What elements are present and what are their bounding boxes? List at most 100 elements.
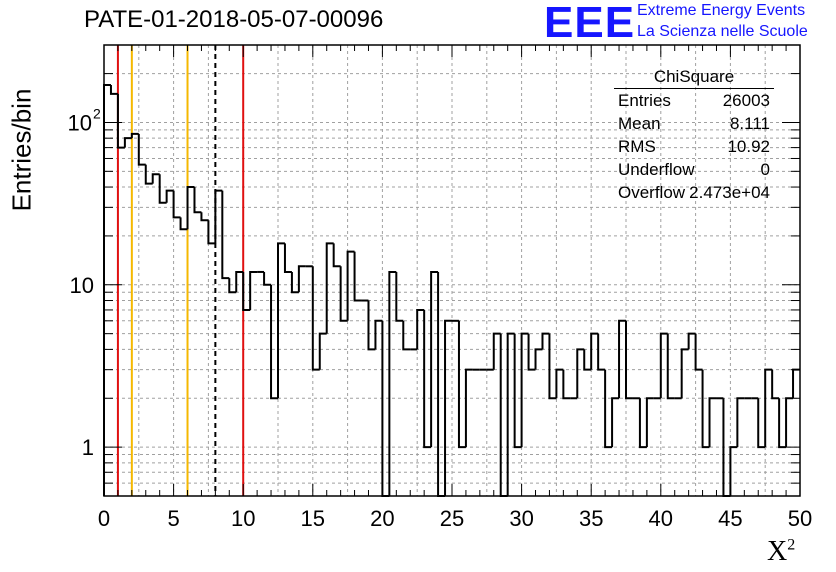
histogram-bin [367, 300, 376, 351]
y-tick-label: 1 [82, 435, 94, 460]
histogram-bin [116, 93, 125, 149]
histogram-bin [318, 332, 327, 370]
histogram-bin [576, 348, 585, 399]
histogram-bin [221, 190, 230, 280]
x-axis-label: X2 [767, 536, 796, 567]
x-tick-label: 45 [718, 506, 742, 531]
histogram-bin [193, 187, 202, 214]
histogram-bin [771, 369, 780, 400]
histogram-bin [207, 220, 216, 245]
histogram-bin [792, 368, 800, 399]
x-tick-label: 20 [370, 506, 394, 531]
histogram-bin [764, 368, 773, 448]
histogram-bin [597, 333, 606, 371]
histogram-bin [625, 320, 633, 400]
histogram-bin [778, 398, 787, 449]
histogram-bin [416, 308, 425, 350]
histogram-bin [785, 397, 794, 448]
histogram-bin [638, 398, 647, 449]
histogram-bin [130, 132, 139, 139]
histogram-bin [666, 333, 675, 400]
histogram-bin [325, 242, 334, 334]
histogram-bin [757, 398, 766, 449]
histogram-bin [332, 243, 341, 268]
histogram-bin [527, 333, 536, 371]
histogram-title: PATE-01-2018-05-07-00096 [84, 6, 384, 33]
histogram-bin [137, 133, 146, 166]
x-tick-label: 0 [98, 506, 110, 531]
histogram-bin [123, 137, 132, 148]
x-tick-label: 50 [788, 506, 812, 531]
histogram-bin [270, 284, 278, 400]
x-tick-label: 25 [440, 506, 464, 531]
histogram-bin [200, 212, 209, 222]
histogram-bin [249, 270, 258, 310]
histogram-bin [464, 368, 473, 448]
histogram-bin [214, 189, 223, 244]
stats-row: RMS 10.92 [618, 137, 770, 156]
histogram-bin [165, 189, 174, 203]
eee-logo: EEE [544, 0, 636, 47]
histogram-bin [430, 270, 439, 448]
stats-title: ChiSquare [614, 67, 774, 89]
x-tick-label: 35 [579, 506, 603, 531]
histogram-bin [172, 190, 181, 219]
stats-row: Overflow 2.473e+04 [618, 183, 770, 202]
histogram-bin [283, 243, 292, 273]
histogram-bin [346, 250, 355, 321]
histogram-bin [263, 271, 272, 286]
histogram-bin [541, 332, 550, 350]
histogram-bin [729, 446, 738, 496]
histogram-bin [353, 251, 362, 302]
histogram-bin [694, 333, 703, 371]
histogram-bin [158, 174, 167, 204]
histogram-bin [687, 332, 696, 350]
y-tick-label-exponent: 2 [93, 105, 101, 121]
logo-line-1: Extreme Energy Events [637, 2, 806, 19]
histogram-bin [144, 164, 153, 185]
histogram-bin [235, 270, 244, 293]
y-axis-label: Entries/bin [6, 88, 37, 212]
y-tick-label: 10 [70, 273, 94, 298]
histogram-bin [423, 309, 432, 449]
histogram-bin [548, 333, 557, 400]
histogram-bin [179, 217, 188, 231]
histogram-bin [109, 85, 118, 95]
histogram-bin [513, 333, 522, 449]
stats-row: Mean 8.111 [618, 114, 770, 133]
histogram-bin [506, 332, 515, 496]
histogram-bin [228, 278, 237, 294]
logo-line-2: La Scienza nelle Scuole [637, 23, 808, 40]
histogram-bin [562, 369, 571, 400]
x-tick-label: 40 [649, 506, 673, 531]
x-tick-label: 15 [301, 506, 325, 531]
histogram-bin [297, 265, 306, 293]
histogram-bin [374, 319, 383, 350]
histogram-bin [388, 270, 397, 496]
histogram-bin [604, 369, 613, 449]
histogram-bin [583, 349, 592, 371]
histogram-bin [492, 332, 501, 370]
histogram-bin [680, 348, 689, 399]
stats-row: Underflow 0 [618, 160, 770, 179]
x-tick-label: 30 [509, 506, 533, 531]
histogram-bin [395, 271, 404, 322]
histogram-bin [186, 186, 195, 230]
histogram-bin [499, 333, 508, 497]
histogram-bin [444, 319, 452, 496]
histogram-bin [590, 332, 599, 370]
histogram-bin [701, 369, 710, 449]
x-tick-label: 10 [231, 506, 255, 531]
y-tick-label: 10 [68, 110, 92, 135]
stats-row: Entries 26003 [618, 91, 770, 110]
histogram-bin [290, 271, 299, 294]
histogram-bin [659, 332, 668, 399]
histogram-bin [708, 397, 717, 448]
histogram-bin [736, 397, 745, 448]
histogram-bin [381, 320, 390, 497]
histogram-bin [151, 173, 160, 184]
histogram-bin [534, 348, 543, 370]
histogram-bin [242, 271, 251, 311]
histogram-bin [555, 368, 564, 399]
